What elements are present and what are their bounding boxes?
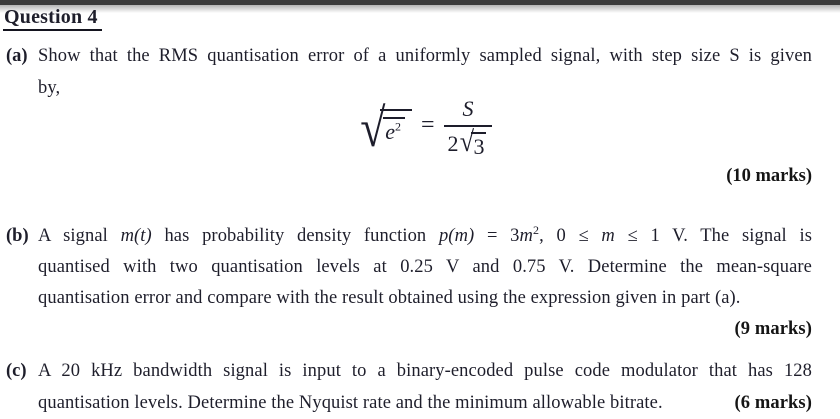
sqrt3-radicand: 3 — [471, 132, 487, 159]
denominator-coefficient: 2 — [447, 131, 459, 156]
error-exponent: 2 — [394, 119, 401, 134]
sqrt-symbol: √ — [359, 98, 385, 158]
page-top-edge — [0, 0, 840, 5]
part-a: (a) Show that the RMS quantisation error… — [6, 40, 812, 104]
fraction-numerator: S — [462, 96, 474, 121]
part-c-line-2: quantisation levels. Determine the Nyqui… — [38, 387, 812, 419]
part-b-line-2: quantised with two quantisation levels a… — [38, 257, 812, 277]
part-b-line-1: A signal m(t) has probability density fu… — [38, 222, 812, 246]
part-c: (c) A 20 kHz bandwidth signal is input t… — [6, 355, 812, 419]
variable-m: m — [519, 226, 533, 246]
part-b-line-3: quantisation error and compare with the … — [38, 288, 741, 308]
question-heading: Question 4 — [3, 6, 102, 31]
mean-overbar: e2 — [383, 117, 405, 145]
page-top-shadow — [0, 5, 840, 13]
fraction-denominator: 2 √ 3 — [443, 125, 493, 160]
pdf-pm: p(m) — [438, 226, 475, 246]
equals-sign: = — [420, 111, 435, 138]
sqrt-radicand: e2 — [380, 109, 412, 145]
part-b-label: (b) — [6, 226, 29, 246]
part-a-line-1: Show that the RMS quantisation error of … — [38, 46, 812, 66]
sqrt-symbol-small: √ — [459, 126, 474, 158]
sqrt-expression: √ e2 — [358, 98, 412, 158]
part-b-marks: (9 marks) — [734, 319, 812, 339]
part-a-line-2: by, — [38, 78, 61, 98]
part-c-line-1: A 20 kHz bandwidth signal is input to a … — [38, 361, 812, 381]
part-c-marks: (6 marks) — [734, 393, 812, 413]
variable-m: m — [601, 226, 615, 246]
signal-mt: m(t) — [120, 226, 152, 246]
error-symbol: e — [385, 119, 395, 144]
rms-error-formula: √ e2 = S 2 √ 3 — [38, 96, 812, 160]
fraction: S 2 √ 3 — [443, 96, 493, 160]
part-b: (b) A signal m(t) has probability densit… — [6, 221, 812, 345]
part-a-marks: (10 marks) — [726, 166, 812, 186]
part-c-label: (c) — [6, 361, 27, 381]
part-a-label: (a) — [6, 46, 28, 66]
m-exponent: 2 — [532, 222, 540, 237]
